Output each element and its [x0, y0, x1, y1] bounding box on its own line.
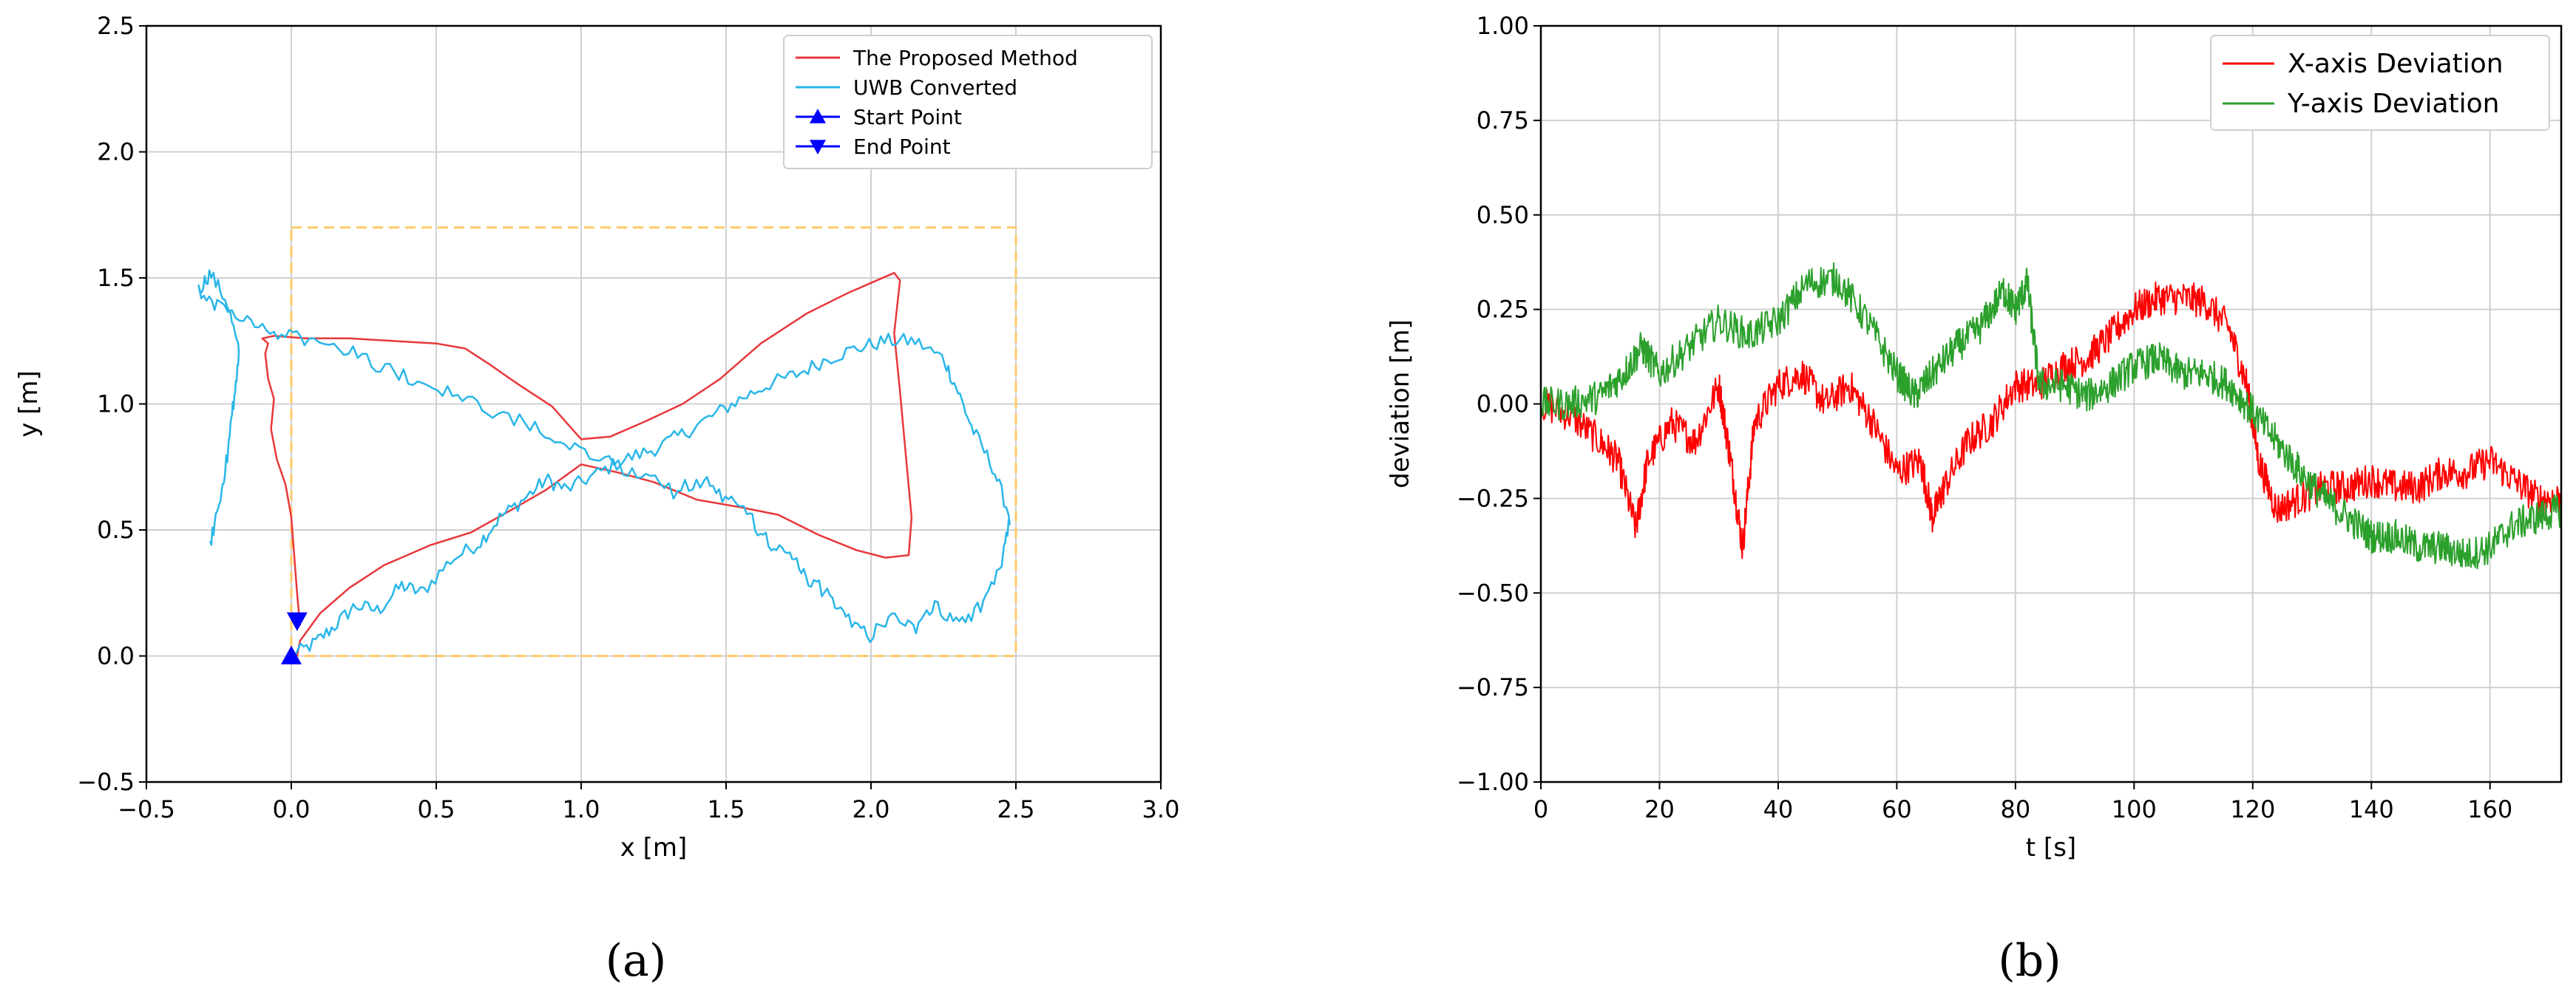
- x-tick-label: 120: [2230, 795, 2275, 823]
- x-tick-label: 3.0: [1142, 795, 1180, 823]
- y-tick-label: 1.5: [97, 264, 135, 292]
- x-tick-label: 2.0: [853, 795, 890, 823]
- y-tick-label: 1.0: [97, 390, 135, 418]
- series-line-1: [197, 269, 1011, 659]
- legend-end-marker: [810, 140, 826, 154]
- x-tick-label: 60: [1882, 795, 1912, 823]
- legend-label: Start Point: [853, 105, 962, 129]
- legend-label: X-axis Deviation: [2288, 49, 2504, 79]
- x-tick-label: 1.5: [708, 795, 745, 823]
- x-tick-label: 1.0: [563, 795, 600, 823]
- legend-label: End Point: [853, 135, 951, 159]
- y-tick-label: −0.75: [1457, 673, 1529, 701]
- series-line-0: [1540, 281, 2562, 560]
- legend-label: UWB Converted: [853, 75, 1017, 100]
- y-tick-label: −0.50: [1457, 579, 1529, 607]
- x-axis-label: t [s]: [2026, 833, 2076, 863]
- x-tick-label: 20: [1644, 795, 1675, 823]
- y-tick-label: 0.5: [97, 516, 135, 544]
- y-tick-label: 0.00: [1477, 390, 1529, 418]
- x-tick-label: −0.5: [118, 795, 175, 823]
- y-tick-label: −0.25: [1457, 484, 1529, 512]
- y-tick-label: −1.00: [1457, 768, 1529, 796]
- legend-label: Y-axis Deviation: [2287, 89, 2499, 119]
- x-tick-label: 0: [1533, 795, 1548, 823]
- end-point-marker: [286, 612, 308, 631]
- x-tick-label: 0.0: [273, 795, 311, 823]
- panel-a-trajectory: −0.5 0.0 0.5 1.0 1.5 2.0 2.5 3.0 −0.5 0.0 0.5 1.0 1.…: [14, 12, 1179, 987]
- legend-start-marker: [810, 109, 826, 123]
- panel-b-deviation: 0 20 40 60 80 100 120 140 160 −1.00 −0.75 −0.50 −0.2…: [1386, 12, 2563, 987]
- y-axis-label: deviation [m]: [1386, 319, 1415, 489]
- y-tick-label: 0.75: [1477, 106, 1529, 135]
- legend-box: [783, 35, 1153, 169]
- x-tick-label: 160: [2467, 795, 2512, 823]
- y-tick-label: 2.0: [97, 138, 135, 166]
- legend: X-axis Deviation Y-axis Deviation: [2210, 35, 2550, 131]
- start-point-marker: [281, 645, 302, 664]
- legend-label: The Proposed Method: [853, 46, 1078, 70]
- legend: The Proposed Method UWB Converted Start Po…: [783, 35, 1153, 169]
- y-axis-label: y [m]: [14, 370, 44, 438]
- series-line-1: [1540, 262, 2562, 570]
- y-tick-label: 0.50: [1477, 201, 1529, 229]
- y-tick-label: 0.25: [1477, 296, 1529, 324]
- x-tick-label: 100: [2112, 795, 2157, 823]
- boundary-rectangle: [290, 226, 1017, 657]
- x-tick-label: 0.5: [418, 795, 455, 823]
- y-tick-label: 2.5: [97, 12, 135, 40]
- legend-box: [2210, 35, 2550, 131]
- x-tick-label: 140: [2349, 795, 2394, 823]
- y-tick-label: −0.5: [77, 768, 135, 796]
- x-tick-label: 2.5: [997, 795, 1035, 823]
- x-axis-label: x [m]: [620, 833, 688, 863]
- panel-caption: (b): [1998, 935, 2061, 987]
- y-tick-label: 0.0: [97, 642, 135, 670]
- series-line-0: [261, 271, 913, 656]
- y-tick-label: 1.00: [1477, 12, 1529, 40]
- x-tick-label: 80: [2001, 795, 2031, 823]
- panel-caption: (a): [606, 935, 667, 987]
- x-tick-label: 40: [1763, 795, 1794, 823]
